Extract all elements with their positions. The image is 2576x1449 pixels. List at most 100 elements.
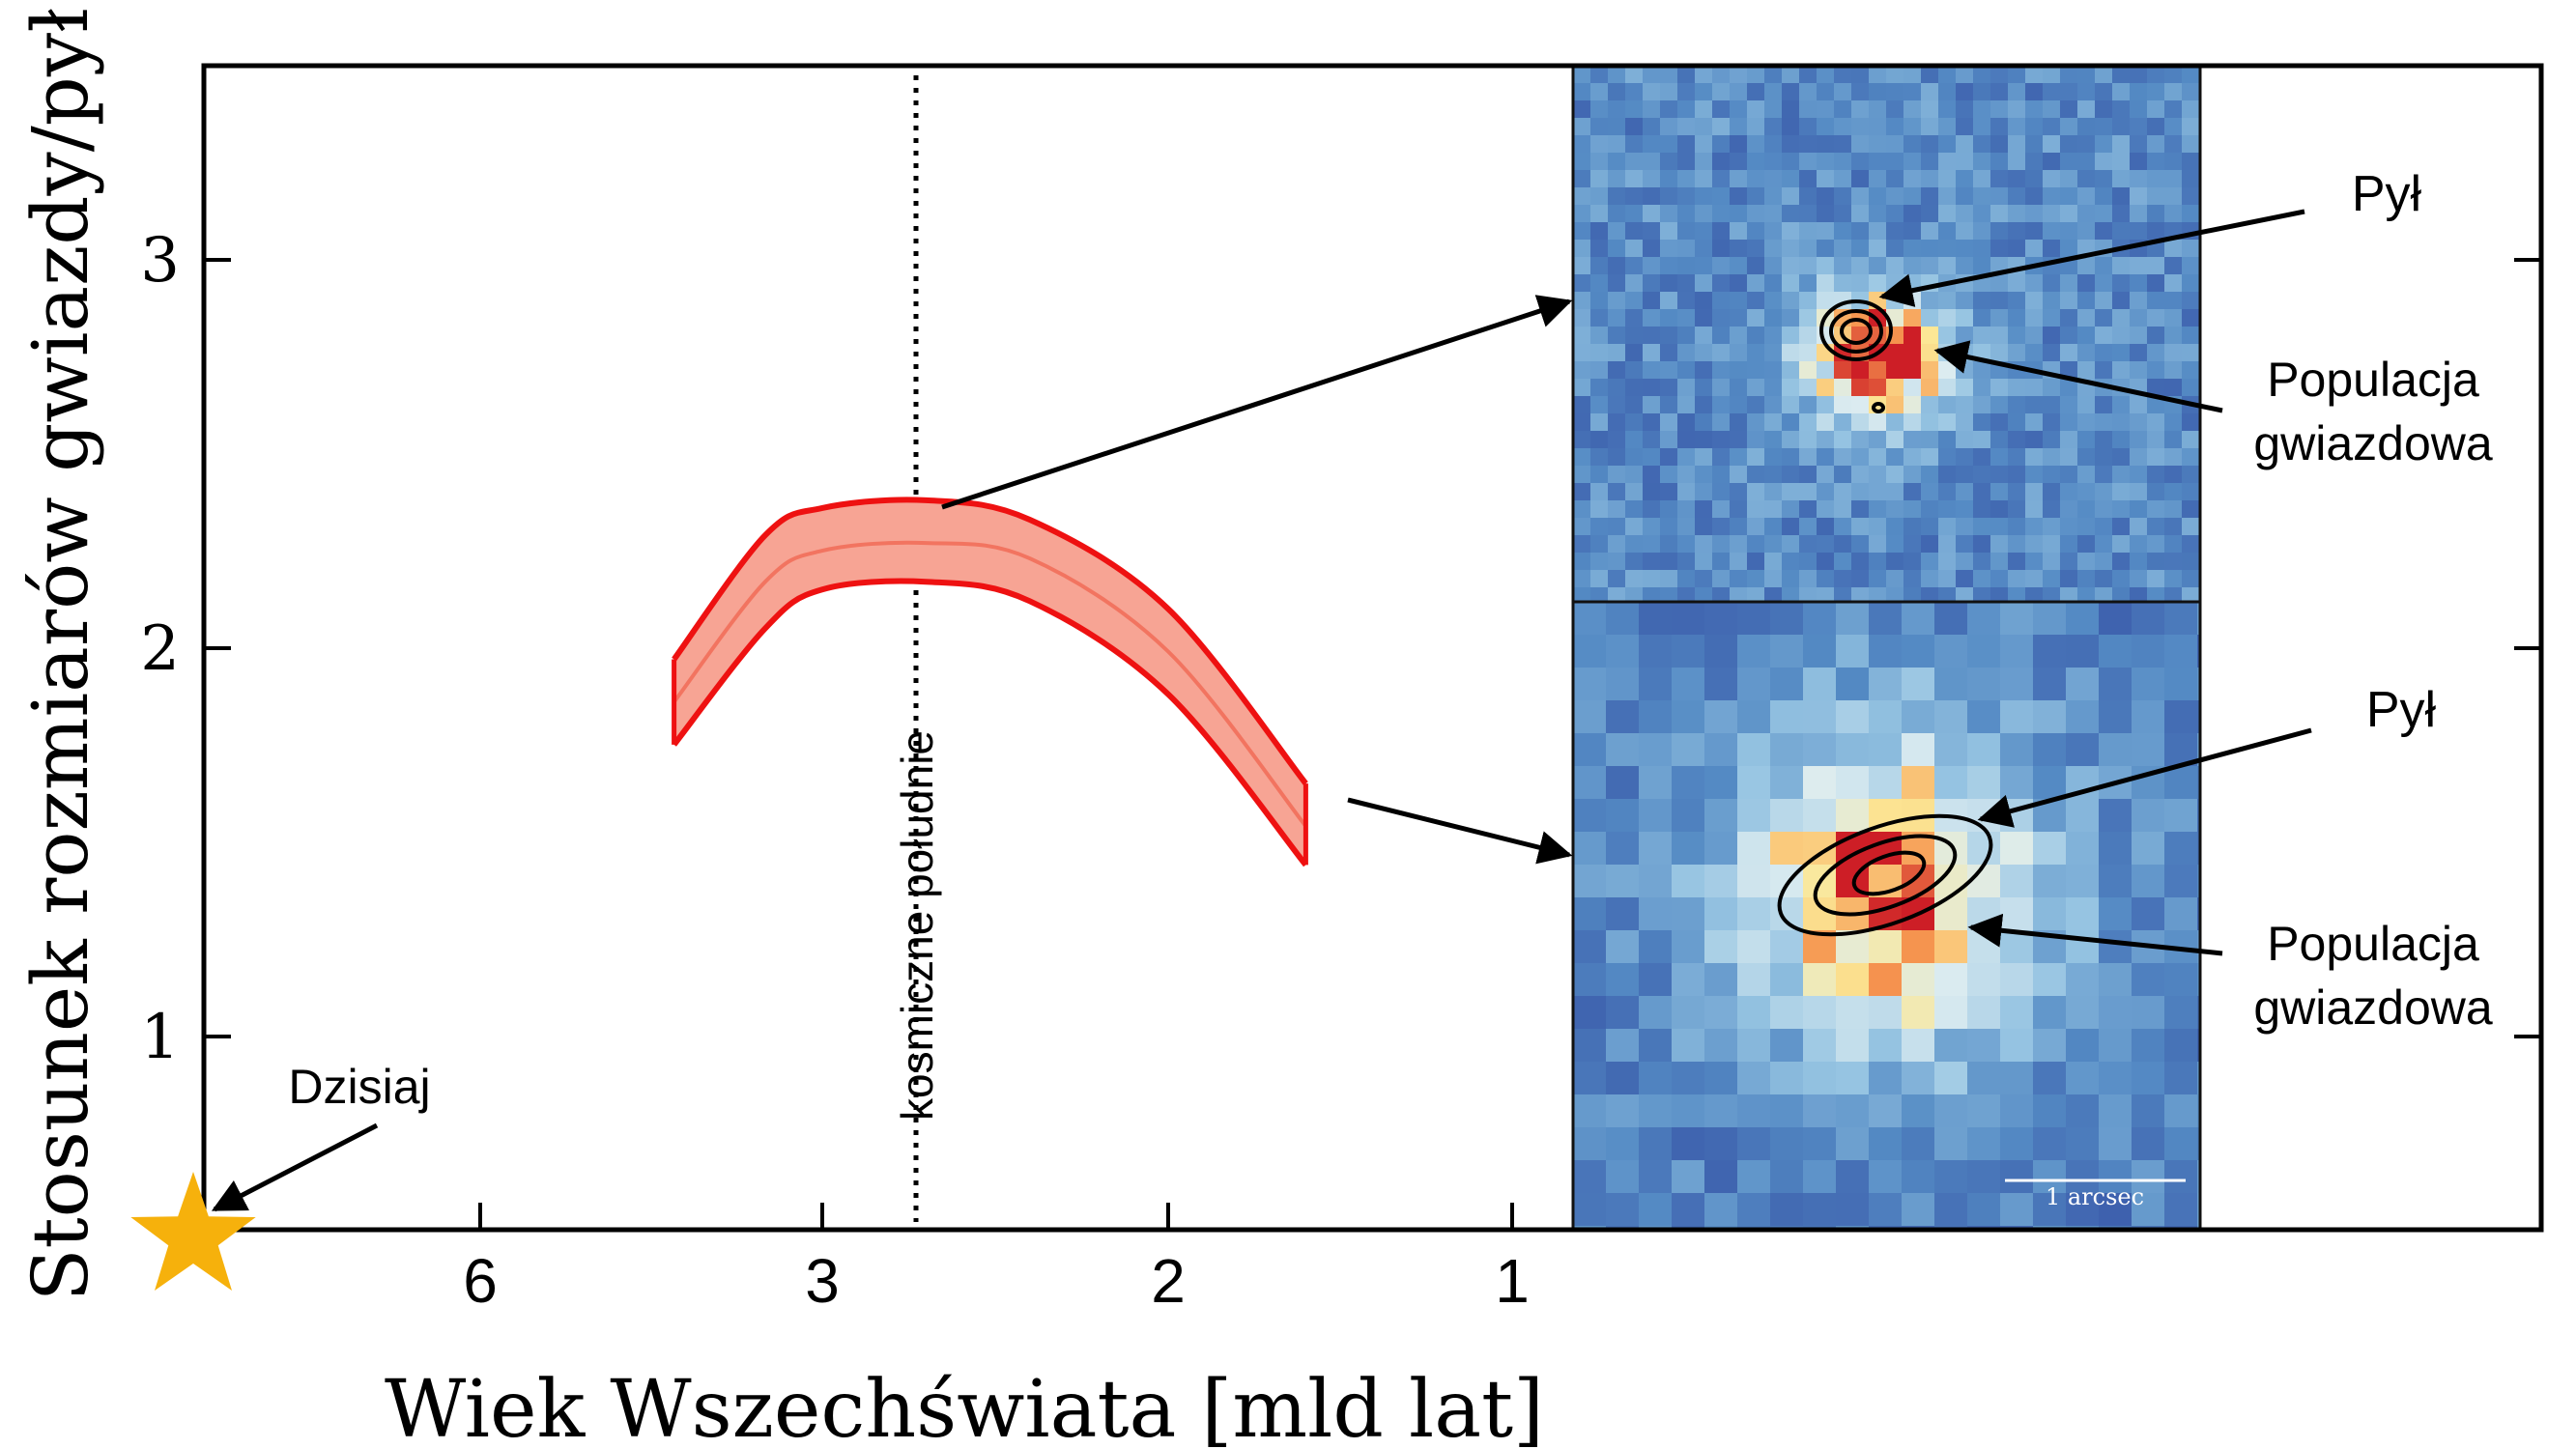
- ratio-band-fill: [673, 499, 1306, 866]
- inset-pixel: [2066, 635, 2100, 668]
- inset-pixel: [2147, 448, 2165, 467]
- inset-pixel: [2182, 100, 2200, 119]
- inset-pixel: [1643, 292, 1661, 310]
- inset-pixel: [1921, 257, 1939, 275]
- inset-pixel: [1956, 153, 1974, 171]
- inset-pixel: [1660, 83, 1678, 101]
- inset-pixel: [2132, 996, 2165, 1030]
- inset-pixel: [1573, 1193, 1607, 1227]
- inset-pixel: [1956, 448, 1974, 467]
- inset-pixel: [1886, 483, 1904, 501]
- inset-pixel: [2112, 153, 2131, 171]
- inset-pixel: [1869, 1094, 1903, 1128]
- inset-pixel: [1973, 205, 1991, 223]
- inset-pixel: [2033, 1029, 2067, 1063]
- inset-pixel: [1764, 66, 1783, 84]
- inset-pixel: [1677, 431, 1696, 449]
- inset-pixel: [1851, 170, 1870, 188]
- inset-pixel: [1851, 379, 1870, 397]
- inset-pixel: [1764, 292, 1783, 310]
- inset-pixel: [1836, 733, 1870, 767]
- inset-pixel: [1817, 379, 1835, 397]
- inset-pixel: [2025, 535, 2044, 554]
- inset-pixel: [2095, 413, 2113, 432]
- inset-pixel: [1799, 274, 1818, 293]
- inset-pixel: [2197, 700, 2200, 734]
- inset-pixel: [1799, 153, 1818, 171]
- inset-pixel: [2066, 1062, 2100, 1095]
- inset-pixel: [1834, 83, 1852, 101]
- inset-pixel: [2099, 930, 2132, 964]
- inset-pixel: [1672, 733, 1705, 767]
- inset-pixel: [1817, 361, 1835, 380]
- inset-pixel: [1921, 379, 1939, 397]
- inset-pixel: [1590, 257, 1609, 275]
- inset-pixel: [1625, 153, 1644, 171]
- inset-pixel: [1851, 518, 1870, 536]
- inset-pixel: [1695, 396, 1713, 414]
- inset-pixel: [2095, 153, 2113, 171]
- inset-pixel: [2130, 66, 2148, 84]
- inset-pixel: [1660, 66, 1678, 84]
- inset-pixel: [1938, 170, 1957, 188]
- inset-pixel: [1573, 361, 1591, 380]
- inset-pixel: [2043, 153, 2061, 171]
- inset-pixel: [1869, 766, 1903, 800]
- inset-pixel: [1764, 274, 1783, 293]
- inset-pixel: [1934, 1094, 1968, 1128]
- inset-pixel: [2182, 344, 2200, 362]
- inset-pixel: [1817, 274, 1835, 293]
- inset-pixel: [1834, 448, 1852, 467]
- inset-pixel: [2130, 518, 2148, 536]
- inset-pixel: [1956, 66, 1974, 84]
- inset-pixel: [2147, 292, 2165, 310]
- inset-pixel: [1730, 309, 1748, 327]
- inset-pixel: [1834, 274, 1852, 293]
- inset-pixel: [1973, 187, 1991, 206]
- inset-pixel: [1903, 361, 1922, 380]
- inset-pixel: [1990, 587, 2009, 602]
- inset-pixel: [2164, 379, 2183, 397]
- inset-pixel: [2199, 553, 2200, 571]
- inset-pixel: [2066, 602, 2100, 636]
- inset-pixel: [1903, 344, 1922, 362]
- inset-pixel: [2182, 327, 2200, 345]
- inset-pixel: [1817, 553, 1835, 571]
- ratio-band-center-line: [673, 540, 1307, 828]
- inset-pixel: [2112, 361, 2131, 380]
- inset-pixel: [1608, 379, 1626, 397]
- inset-pixel: [1817, 466, 1835, 484]
- inset-pixel: [1782, 170, 1800, 188]
- inset-pixel: [1834, 118, 1852, 136]
- inset-pixel: [1967, 1193, 2001, 1227]
- inset-pixel: [2147, 518, 2165, 536]
- inset-pixel: [2199, 327, 2200, 345]
- inset-pixel: [1590, 83, 1609, 101]
- inset-pixel: [1799, 379, 1818, 397]
- inset-pixel: [1695, 448, 1713, 467]
- inset-pixel: [2132, 963, 2165, 997]
- inset-pixel: [2066, 799, 2100, 833]
- inset-pixel: [1677, 187, 1696, 206]
- inset-pixel: [1938, 396, 1957, 414]
- inset-pixel: [1660, 535, 1678, 554]
- inset-pixel: [1851, 500, 1870, 519]
- inset-pixel: [1695, 518, 1713, 536]
- inset-pixel: [1869, 222, 1887, 241]
- inset-pixel: [1770, 996, 1804, 1030]
- inset-pixel: [1712, 205, 1731, 223]
- inset-pixel: [2182, 66, 2200, 84]
- inset-pixel: [2025, 153, 2044, 171]
- inset-pixel: [2182, 292, 2200, 310]
- inset-pixel: [2130, 135, 2148, 154]
- inset-pixel: [1973, 240, 1991, 258]
- inset-pixel: [2199, 587, 2200, 602]
- inset-pixel: [1704, 668, 1738, 701]
- inset-pixel: [1639, 1029, 1673, 1063]
- inset-pixel: [1990, 309, 2009, 327]
- inset-pixel: [2132, 1127, 2165, 1161]
- inset-pixel: [1747, 66, 1765, 84]
- inset-pixel: [2182, 118, 2200, 136]
- inset-pixel: [1695, 431, 1713, 449]
- inset-pixel: [1990, 66, 2009, 84]
